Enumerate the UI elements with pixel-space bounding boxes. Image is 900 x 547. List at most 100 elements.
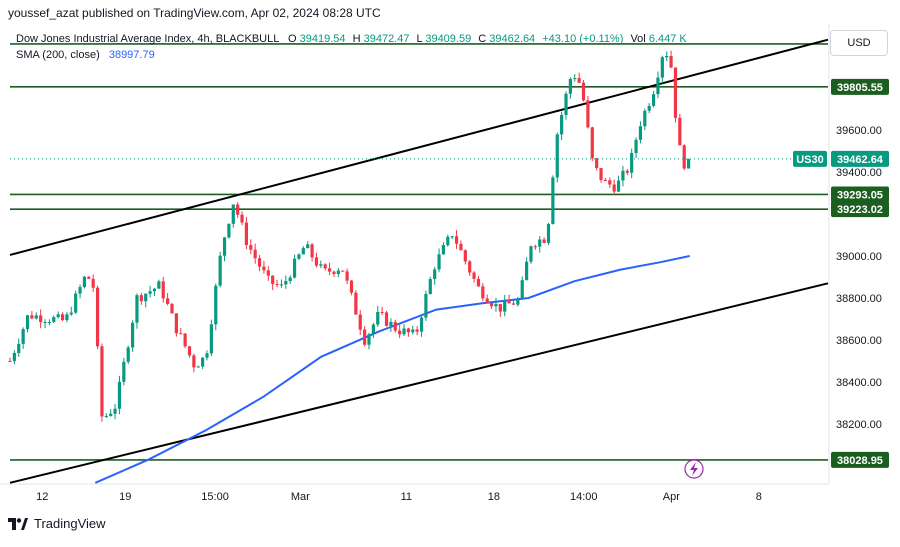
footer-brand[interactable]: TradingView (8, 516, 106, 531)
candle-body-83 (371, 324, 375, 335)
candle-body-58 (262, 266, 266, 271)
candle-body-47 (214, 285, 218, 325)
candle-body-1 (12, 352, 16, 362)
high-prefix: H (353, 33, 361, 45)
candle-body-149 (660, 57, 664, 78)
horizontal-levels[interactable]: 39805.55 39293.05 39223.02 38028.95 (10, 43, 889, 468)
candle-body-152 (673, 67, 678, 118)
candle-body-23 (109, 413, 113, 416)
candle-body-148 (656, 77, 660, 95)
candle-body-72 (323, 264, 327, 269)
candle-body-128 (568, 78, 572, 94)
close-value: 39462.64 (489, 33, 535, 45)
sma-value: 38997.79 (109, 49, 155, 61)
candle-body-151 (669, 56, 673, 68)
candle-body-143 (634, 139, 638, 154)
candle-body-36 (166, 298, 170, 304)
candle-body-121 (538, 239, 542, 247)
candle-body-21 (100, 346, 104, 417)
candle-body-63 (284, 281, 288, 285)
candle-body-34 (157, 281, 161, 289)
candle-body-154 (682, 145, 686, 169)
candle-body-68 (306, 244, 310, 249)
chart-title: Dow Jones Industrial Average Index, 4h, … (16, 33, 279, 45)
candle-body-19 (91, 278, 95, 288)
candle-body-44 (201, 357, 205, 367)
candle-body-75 (336, 270, 340, 274)
candle-body-4 (25, 315, 30, 330)
volume-label: Vol (630, 33, 645, 45)
open-prefix: O (288, 33, 297, 45)
candle-body-5 (30, 315, 34, 319)
candle-body-101 (450, 236, 454, 238)
candle-body-127 (564, 93, 568, 115)
candle-body-81 (363, 329, 367, 345)
candle-body-91 (406, 328, 411, 333)
change-value: +43.10 (+0.11%) (542, 33, 623, 45)
candle-body-40 (183, 333, 187, 347)
last-price-tag-label: 39462.64 (837, 154, 884, 166)
candle-body-82 (367, 334, 371, 345)
candle-body-57 (257, 258, 262, 267)
flash-icon[interactable] (684, 459, 704, 479)
candle-body-122 (542, 239, 546, 243)
candle-body-59 (266, 270, 270, 276)
currency-button[interactable]: USD (830, 30, 888, 56)
last-price-tag-bg (831, 150, 889, 167)
price-axis[interactable]: 38200.00 38400.00 38600.00 38800.00 39000.00… (10, 125, 889, 431)
candle-body-61 (275, 283, 279, 285)
time-tick-1: 19 (119, 491, 131, 503)
channel-line-1 (9, 282, 829, 484)
candle-body-13 (65, 314, 69, 321)
candle-body-138 (612, 184, 616, 192)
candle-body-99 (441, 245, 446, 255)
candle-body-39 (179, 333, 183, 335)
candle-body-32 (148, 291, 152, 294)
candle-body-109 (485, 298, 489, 303)
channel-lines[interactable] (9, 38, 829, 484)
candle-body-113 (503, 300, 507, 312)
candle-body-73 (327, 268, 332, 272)
candle-body-103 (459, 243, 463, 251)
candle-body-89 (398, 330, 402, 335)
level-tag-bg-3 (831, 201, 889, 218)
candle-body-15 (74, 293, 78, 313)
candle-body-114 (507, 300, 511, 304)
candle-body-9 (47, 321, 52, 323)
candle-body-77 (345, 271, 349, 281)
candle-body-140 (621, 170, 625, 181)
candle-body-116 (516, 299, 520, 305)
candle-body-120 (533, 246, 537, 248)
level-tag-bg-1 (831, 78, 889, 95)
grid-layer (0, 24, 830, 485)
price-tick-1: 38400.00 (836, 377, 882, 389)
candle-body-85 (380, 312, 384, 314)
candle-body-0 (8, 361, 12, 362)
candle-body-98 (437, 254, 441, 270)
candle-body-56 (253, 249, 257, 259)
close-prefix: C (478, 33, 486, 45)
candle-body-26 (122, 361, 126, 382)
candle-body-66 (297, 254, 301, 259)
candle-body-17 (82, 276, 87, 288)
candle-body-94 (419, 317, 424, 332)
candle-body-96 (428, 279, 432, 295)
candle-body-71 (319, 264, 323, 266)
candle-body-130 (577, 78, 581, 83)
candle-body-115 (511, 303, 516, 305)
candle-body-6 (34, 315, 38, 319)
candle-body-10 (52, 317, 56, 322)
candle-body-147 (651, 94, 656, 106)
candle-body-141 (625, 170, 629, 173)
candle-body-97 (433, 269, 437, 280)
candle-body-78 (349, 280, 354, 293)
candle-body-155 (686, 158, 691, 169)
sma-line (94, 255, 690, 484)
time-axis[interactable]: 12 19 15:00 Mar 11 18 14:00 Apr 8 (36, 491, 762, 503)
candle-body-105 (468, 261, 472, 273)
candle-body-50 (227, 223, 231, 238)
candle-body-67 (301, 248, 305, 255)
time-tick-7: Apr (663, 491, 680, 503)
